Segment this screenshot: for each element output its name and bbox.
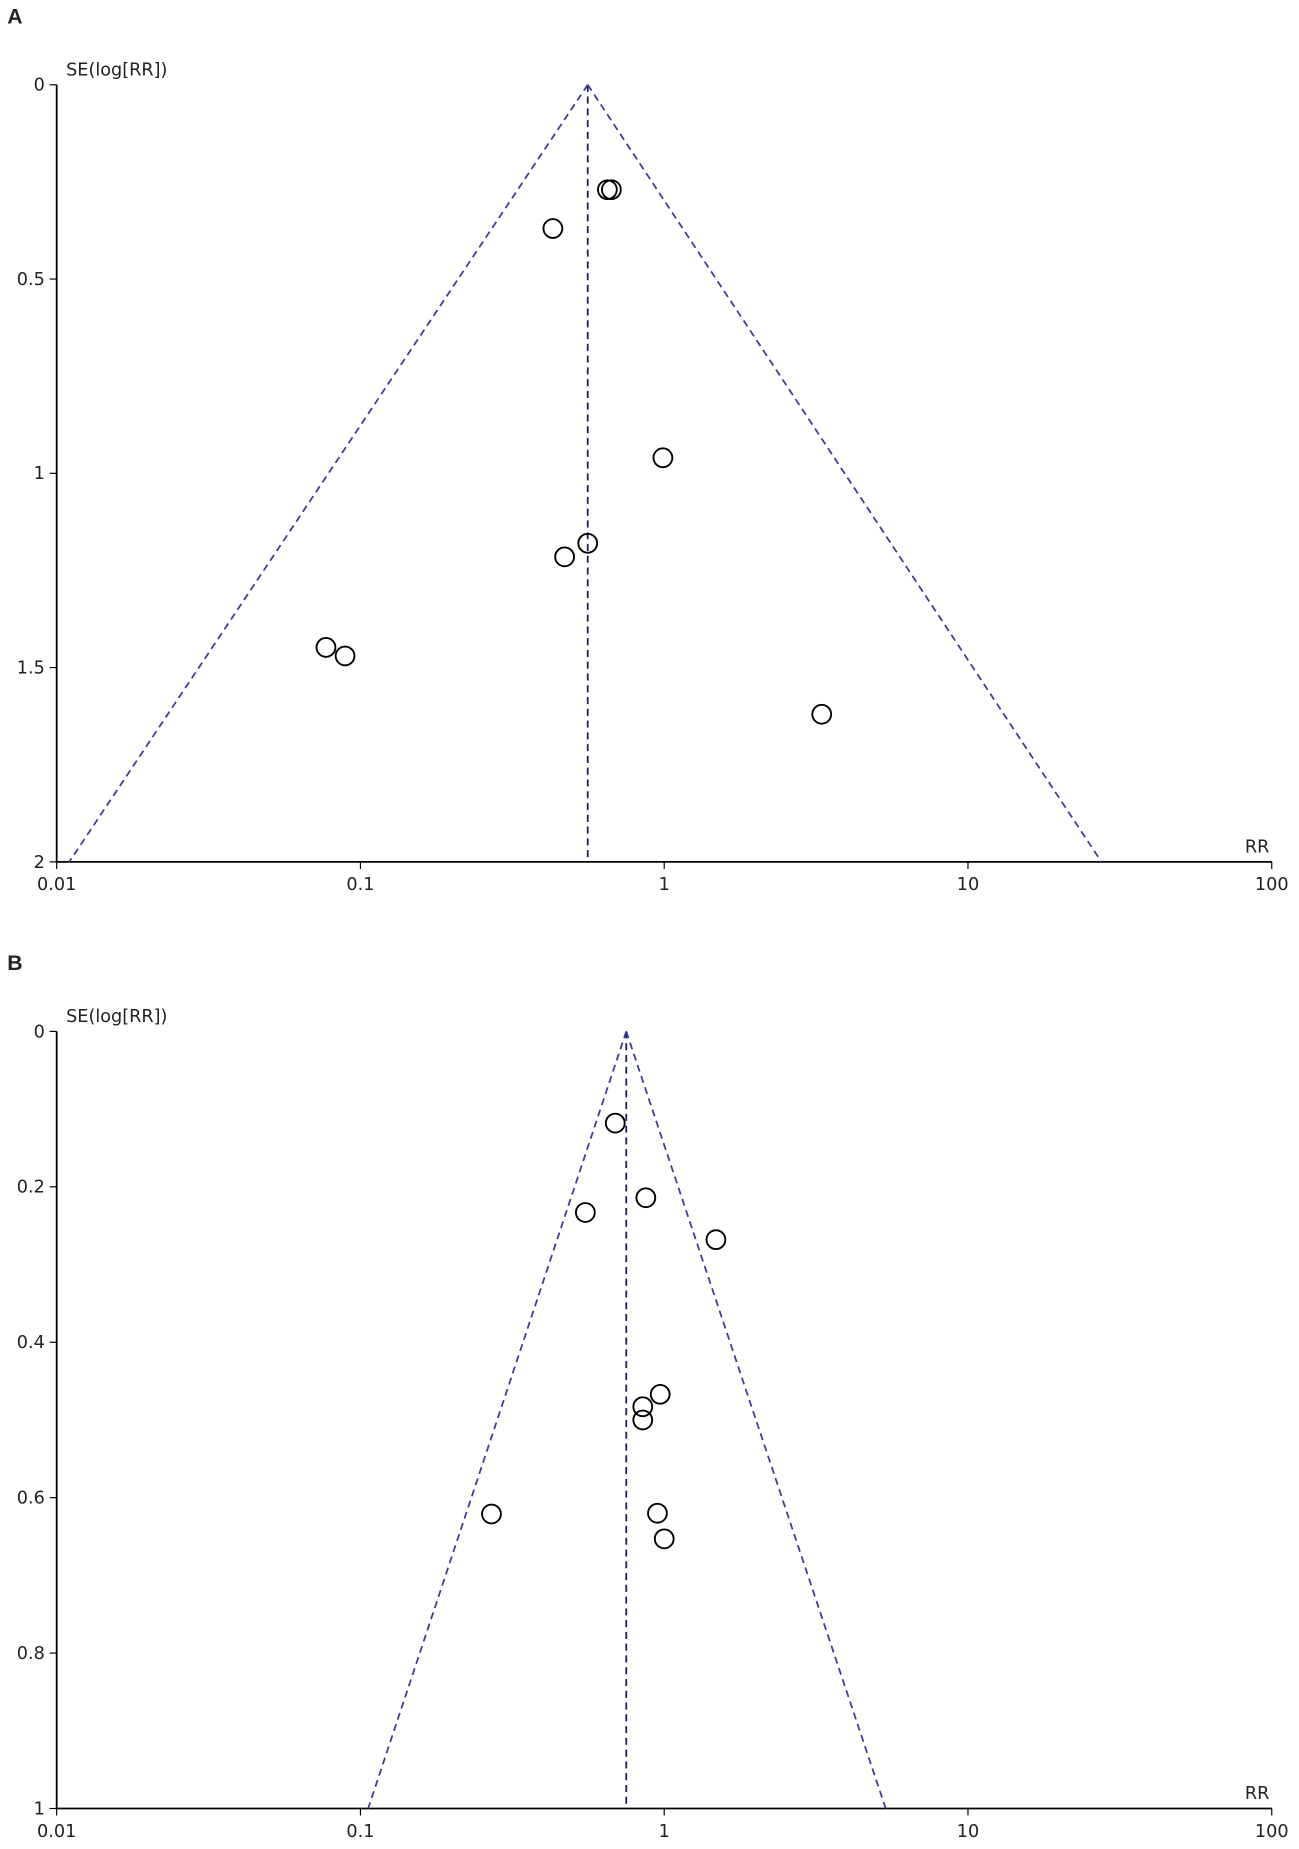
y-tick-label: 1	[34, 1799, 45, 1819]
study-point	[577, 532, 599, 554]
x-tick-label: 0.01	[37, 875, 76, 895]
x-tick-label: 1	[659, 875, 670, 895]
x-tick-label: 100	[1255, 1822, 1289, 1842]
x-tick-label: 0.01	[37, 1822, 76, 1842]
study-point	[334, 645, 356, 667]
y-tick-label: 0.5	[17, 270, 45, 290]
study-point	[597, 179, 618, 201]
panel-label: A	[7, 6, 22, 29]
y-axis-label: SE(log[RR])	[66, 1007, 167, 1027]
study-point	[601, 179, 622, 201]
x-tick-label: 0.1	[346, 1822, 374, 1842]
x-axis-label: RR	[1245, 1784, 1270, 1804]
study-point	[554, 546, 575, 568]
funnel-limit	[68, 84, 589, 863]
y-tick-label: 0.2	[17, 1178, 45, 1198]
study-point	[632, 1409, 654, 1431]
x-tick-label: 0.1	[346, 875, 374, 895]
study-point	[811, 703, 833, 725]
x-tick-label: 10	[957, 875, 979, 895]
study-point	[542, 218, 564, 239]
study-point	[653, 1528, 675, 1550]
y-tick-label: 1	[34, 464, 45, 484]
x-tick-label: 10	[957, 1822, 979, 1842]
y-tick-label: 0.6	[17, 1489, 45, 1509]
study-point	[574, 1202, 596, 1223]
y-tick-label: 0	[34, 1022, 45, 1042]
study-point	[705, 1229, 727, 1251]
y-tick-label: 0.8	[17, 1644, 45, 1664]
y-tick-label: 2	[34, 853, 45, 873]
study-point	[481, 1503, 502, 1525]
y-tick-label: 0.4	[17, 1333, 45, 1353]
study-point	[652, 447, 674, 469]
funnel-limit	[586, 84, 1103, 863]
study-point	[315, 637, 337, 658]
study-point	[635, 1187, 657, 1209]
funnel-limit	[367, 1031, 628, 1809]
study-point	[632, 1396, 654, 1418]
study-point	[649, 1383, 671, 1405]
y-tick-label: 0	[34, 76, 45, 96]
panel-label: B	[7, 952, 22, 975]
funnel-limit	[625, 1031, 887, 1809]
x-tick-label: 100	[1255, 875, 1289, 895]
y-tick-label: 1.5	[17, 658, 45, 678]
study-point	[647, 1502, 668, 1524]
x-axis-label: RR	[1245, 837, 1270, 857]
y-axis-label: SE(log[RR])	[66, 60, 167, 80]
x-tick-label: 1	[659, 1822, 670, 1842]
study-point	[604, 1112, 626, 1134]
